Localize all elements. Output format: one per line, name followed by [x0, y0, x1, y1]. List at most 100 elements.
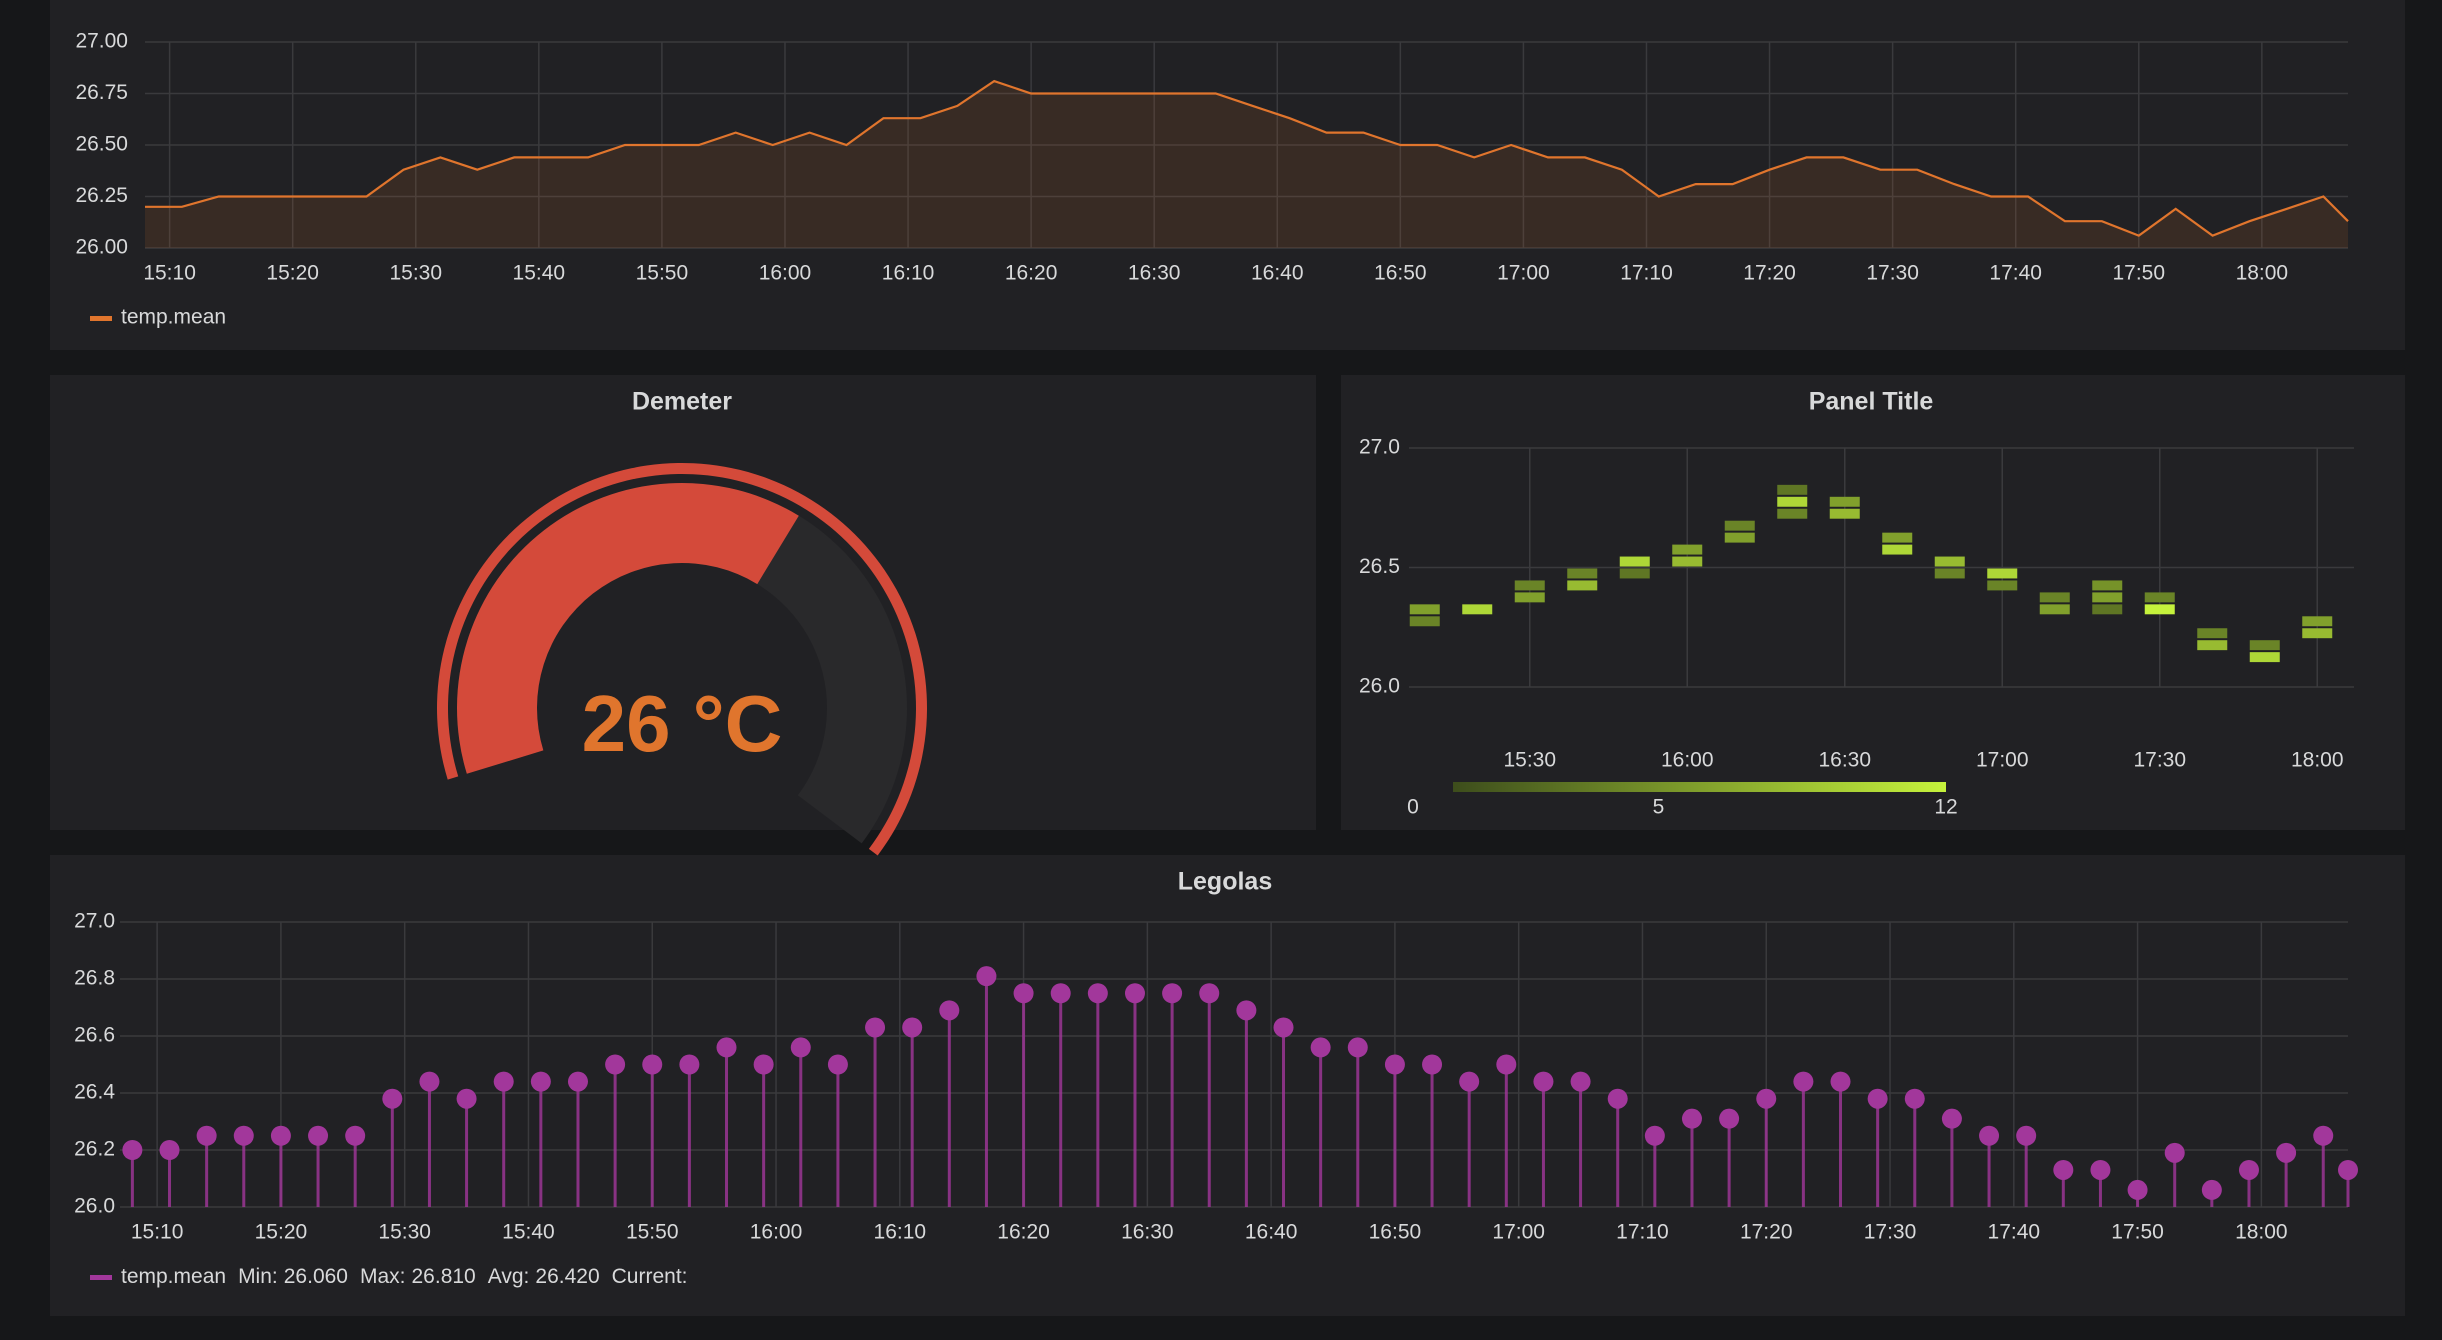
heatmap-cell: [1777, 484, 1808, 495]
heatmap-cell: [1724, 520, 1755, 531]
y-tick-label: 26.75: [75, 81, 128, 104]
heatmap-cell: [1462, 604, 1493, 615]
legend-label: temp.mean: [121, 1265, 226, 1288]
point: [1347, 1037, 1368, 1058]
bar: [1170, 993, 1174, 1207]
point: [1459, 1071, 1480, 1092]
point: [382, 1088, 403, 1109]
bar: [650, 1064, 654, 1207]
x-tick-label: 16:20: [1005, 262, 1058, 285]
point: [196, 1125, 217, 1146]
gauge-unit: °C: [693, 679, 783, 768]
x-tick-label: 16:50: [1374, 262, 1427, 285]
y-tick-label: 26.2: [74, 1138, 115, 1161]
x-tick-label: 17:10: [1616, 1221, 1669, 1244]
x-tick-label: 17:30: [1866, 262, 1919, 285]
heatmap-cell: [1619, 556, 1650, 567]
bar: [427, 1081, 431, 1207]
x-tick-label: 15:30: [1503, 749, 1556, 772]
point: [902, 1017, 923, 1038]
point: [2313, 1125, 2334, 1146]
heatmap-cell: [1514, 580, 1545, 591]
point: [605, 1054, 626, 1075]
color-legend: [1453, 782, 1946, 792]
bar: [910, 1027, 914, 1207]
gauge-value: [457, 482, 799, 774]
point: [716, 1037, 737, 1058]
legend-tick-label: 0: [1407, 796, 1419, 819]
x-tick-label: 15:40: [502, 1221, 555, 1244]
bar: [1987, 1135, 1991, 1207]
bar: [279, 1135, 283, 1207]
heatmap-cell: [2249, 640, 2280, 651]
bar: [1541, 1081, 1545, 1207]
bar: [687, 1064, 691, 1207]
y-tick-label: 26.00: [75, 236, 128, 259]
heatmap-cell: [1409, 616, 1440, 627]
point: [1199, 983, 1220, 1004]
point: [2127, 1179, 2148, 1200]
point: [790, 1037, 811, 1058]
heatmap-cell: [1672, 544, 1703, 555]
point: [1719, 1108, 1740, 1129]
bar: [725, 1047, 729, 1207]
bar: [1059, 993, 1063, 1207]
x-tick-label: 17:00: [1497, 262, 1550, 285]
bar: [836, 1064, 840, 1207]
bar: [2321, 1135, 2325, 1207]
legend: temp.mean Min: 26.060 Max: 26.810 Avg: 26.420 C…: [121, 1265, 687, 1288]
y-tick-label: 26.8: [74, 967, 115, 990]
bar: [1839, 1081, 1843, 1207]
x-tick-label: 17:00: [1976, 749, 2029, 772]
bar: [2098, 1169, 2102, 1207]
bar: [1801, 1081, 1805, 1207]
x-tick-label: 15:50: [626, 1221, 679, 1244]
point: [1310, 1037, 1331, 1058]
heatmap-cell: [2249, 652, 2280, 663]
line: [145, 79, 2349, 237]
point: [1793, 1071, 1814, 1092]
x-tick-label: 18:00: [2235, 1221, 2288, 1244]
bar: [1653, 1135, 1657, 1207]
point: [1570, 1071, 1591, 1092]
bar: [1282, 1027, 1286, 1207]
bar: [2284, 1152, 2288, 1207]
heatmap-cell: [2302, 616, 2333, 627]
legend-tick-label: 12: [1934, 796, 1957, 819]
heatmap-cell: [1882, 532, 1913, 543]
bar: [1356, 1047, 1360, 1207]
x-tick-label: 15:20: [255, 1221, 308, 1244]
bar: [1430, 1064, 1434, 1207]
bar: [1876, 1098, 1880, 1207]
y-tick-label: 26.0: [1359, 675, 1400, 698]
x-tick-label: 17:10: [1620, 262, 1673, 285]
panel: [50, 0, 2405, 350]
bar: [242, 1135, 246, 1207]
point: [567, 1071, 588, 1092]
heatmap-cell: [2302, 628, 2333, 639]
heatmap-cell: [2197, 640, 2228, 651]
x-tick-label: 15:20: [266, 262, 319, 285]
x-tick-label: 15:10: [143, 262, 196, 285]
bar: [799, 1047, 803, 1207]
heatmap-cell: [1619, 568, 1650, 579]
bar: [130, 1150, 134, 1207]
bar: [1319, 1047, 1323, 1207]
bar: [2346, 1169, 2350, 1207]
heatmap-cell: [1567, 580, 1598, 591]
x-tick-label: 17:40: [1989, 262, 2042, 285]
y-tick-label: 26.0: [74, 1195, 115, 1218]
point: [2164, 1142, 2185, 1163]
point: [679, 1054, 700, 1075]
bar: [2247, 1169, 2251, 1207]
bar: [502, 1081, 506, 1207]
bar: [1504, 1064, 1508, 1207]
point: [233, 1125, 254, 1146]
heatmap-cell: [2144, 592, 2175, 603]
bar: [576, 1081, 580, 1207]
bar: [353, 1135, 357, 1207]
point: [1422, 1054, 1443, 1075]
area: [145, 81, 2348, 248]
bar: [613, 1064, 617, 1207]
heatmap-cell: [1724, 532, 1755, 543]
